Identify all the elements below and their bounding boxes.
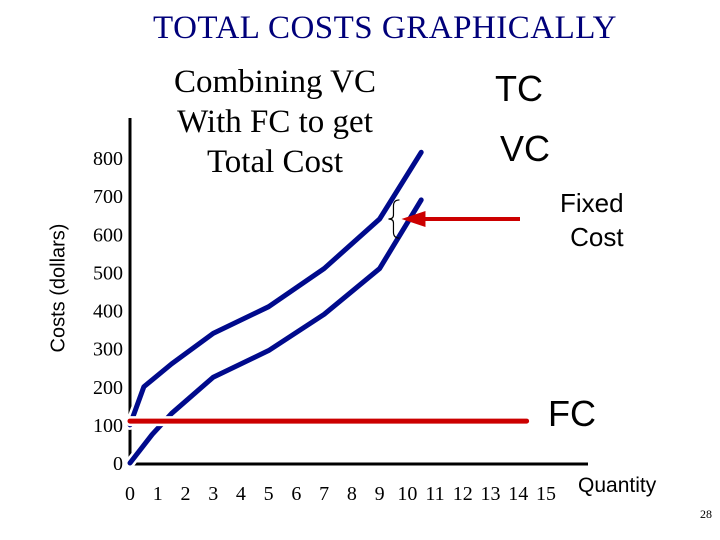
vc-label: VC xyxy=(500,128,551,169)
tc-line xyxy=(127,149,424,428)
x-tick-label-0: 0 xyxy=(125,483,135,505)
fc-label: FC xyxy=(548,393,596,434)
fixed-cost-arrow-head xyxy=(401,211,426,227)
x-tick-label-2: 2 xyxy=(180,483,190,505)
x-tick-label-1: 1 xyxy=(153,483,163,505)
x-tick-label-9: 9 xyxy=(375,483,385,505)
tc-label: TC xyxy=(495,68,543,109)
y-tick-label-800: 800 xyxy=(93,148,123,170)
page-number: 28 xyxy=(700,507,712,521)
slide-title: TOTAL COSTS GRAPHICALLY xyxy=(153,10,617,46)
fixed-cost-label: Fixed Cost xyxy=(560,186,624,254)
x-tick-label-10: 10 xyxy=(397,483,417,505)
y-tick-label-200: 200 xyxy=(93,377,123,399)
x-tick-label-4: 4 xyxy=(236,483,246,505)
x-tick-label-13: 13 xyxy=(481,483,501,505)
x-tick-label-11: 11 xyxy=(425,483,444,505)
x-tick-label-7: 7 xyxy=(319,483,329,505)
subtitle-line-3: Total Cost xyxy=(206,144,344,180)
fixed-cost-brace xyxy=(388,199,400,239)
x-axis-label: Quantity xyxy=(578,474,657,497)
y-tick-label-600: 600 xyxy=(93,224,123,246)
x-tick-label-15: 15 xyxy=(536,483,556,505)
y-tick-label-500: 500 xyxy=(93,262,123,284)
tc-line-halo xyxy=(125,147,427,430)
fixed-cost-line-2: Cost xyxy=(570,222,624,252)
y-tick-label-100: 100 xyxy=(93,415,123,437)
subtitle-line-1: Combining VC xyxy=(173,64,376,100)
x-tick-label-5: 5 xyxy=(264,483,274,505)
subtitle-line-2: With FC to get xyxy=(177,104,373,140)
y-tick-label-300: 300 xyxy=(93,339,123,361)
vc-line xyxy=(127,197,424,466)
y-tick-label-0: 0 xyxy=(113,453,123,475)
subtitle: Combining VC With FC to get Total Cost xyxy=(140,62,410,182)
y-tick-label-400: 400 xyxy=(93,301,123,323)
x-tick-label-3: 3 xyxy=(208,483,218,505)
x-tick-label-6: 6 xyxy=(291,483,301,505)
fixed-cost-line-1: Fixed xyxy=(560,188,624,218)
x-tick-label-14: 14 xyxy=(508,483,528,505)
x-tick-label-8: 8 xyxy=(347,483,357,505)
x-tick-label-12: 12 xyxy=(453,483,473,505)
y-tick-label-700: 700 xyxy=(93,186,123,208)
